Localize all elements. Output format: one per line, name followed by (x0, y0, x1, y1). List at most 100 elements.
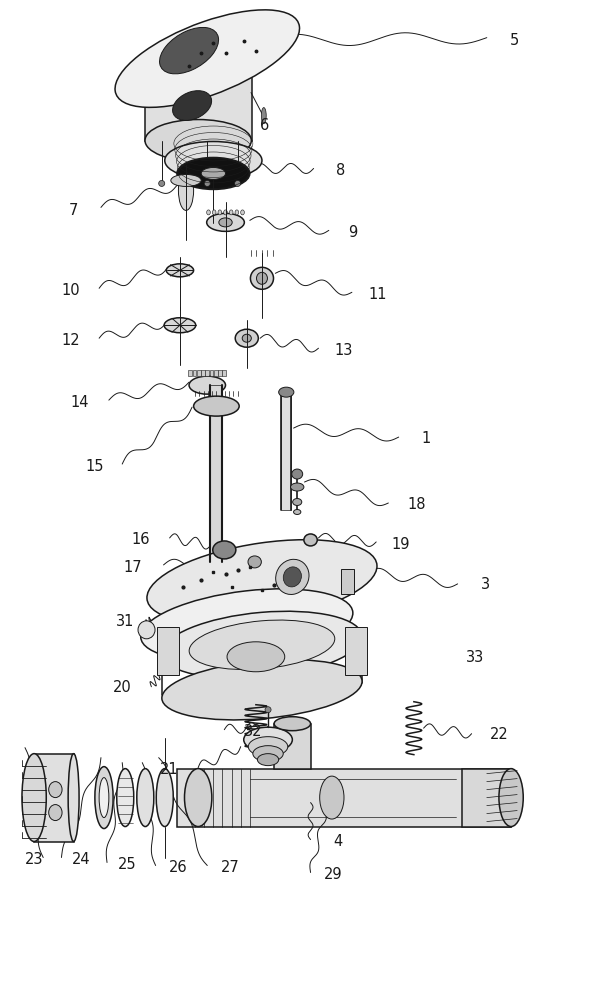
Text: 16: 16 (131, 532, 150, 547)
Ellipse shape (244, 727, 292, 752)
Ellipse shape (141, 589, 353, 661)
Ellipse shape (49, 805, 62, 821)
Ellipse shape (206, 210, 210, 215)
Text: 8: 8 (336, 163, 345, 178)
Ellipse shape (115, 10, 300, 107)
Text: 32: 32 (244, 724, 262, 739)
Ellipse shape (283, 567, 301, 587)
Text: 5: 5 (510, 33, 519, 48)
Ellipse shape (230, 210, 233, 215)
Ellipse shape (178, 170, 194, 210)
Text: 18: 18 (407, 497, 426, 512)
Text: 1: 1 (421, 431, 431, 446)
Ellipse shape (241, 210, 244, 215)
Text: 33: 33 (465, 650, 484, 665)
Ellipse shape (279, 387, 294, 397)
Text: 3: 3 (481, 577, 490, 592)
Ellipse shape (248, 556, 261, 568)
Text: 22: 22 (490, 727, 509, 742)
Ellipse shape (137, 769, 154, 827)
Bar (209, 370, 213, 376)
Text: 31: 31 (116, 614, 135, 629)
Ellipse shape (204, 180, 210, 186)
Text: 14: 14 (71, 395, 89, 410)
Text: 11: 11 (368, 287, 387, 302)
Ellipse shape (294, 509, 301, 514)
Ellipse shape (194, 396, 239, 416)
Text: 12: 12 (62, 333, 80, 348)
Ellipse shape (265, 707, 271, 713)
Bar (188, 370, 192, 376)
Ellipse shape (49, 782, 62, 798)
Ellipse shape (164, 318, 195, 333)
Ellipse shape (219, 218, 232, 227)
Bar (34, 754, 74, 842)
Ellipse shape (147, 540, 377, 624)
Bar (157, 627, 178, 675)
Bar (197, 370, 200, 376)
Ellipse shape (162, 611, 362, 678)
Ellipse shape (189, 620, 335, 670)
Ellipse shape (253, 746, 283, 762)
Ellipse shape (206, 213, 244, 231)
Bar (462, 769, 511, 827)
Bar (201, 370, 205, 376)
Text: 29: 29 (325, 867, 343, 882)
Ellipse shape (256, 272, 267, 284)
Bar (205, 370, 209, 376)
Text: 25: 25 (118, 857, 136, 872)
Text: 23: 23 (25, 852, 43, 867)
Text: 15: 15 (86, 459, 104, 474)
Ellipse shape (235, 329, 258, 347)
Ellipse shape (138, 621, 155, 639)
Ellipse shape (248, 737, 288, 757)
Ellipse shape (159, 180, 165, 186)
Bar (192, 370, 196, 376)
Bar (341, 569, 354, 594)
Ellipse shape (99, 778, 109, 818)
Ellipse shape (276, 559, 309, 594)
Ellipse shape (258, 754, 279, 766)
Ellipse shape (201, 167, 225, 179)
Text: 27: 27 (221, 860, 240, 875)
Text: 21: 21 (160, 762, 179, 777)
Ellipse shape (166, 264, 194, 277)
Ellipse shape (274, 717, 311, 731)
Text: 20: 20 (113, 680, 132, 695)
Ellipse shape (213, 541, 236, 559)
Ellipse shape (242, 334, 252, 342)
Text: 17: 17 (124, 560, 143, 575)
Ellipse shape (261, 108, 266, 124)
Ellipse shape (235, 210, 239, 215)
Bar (274, 724, 311, 769)
Ellipse shape (95, 767, 113, 829)
Text: 19: 19 (391, 537, 410, 552)
Text: 10: 10 (62, 283, 80, 298)
Text: 24: 24 (72, 852, 91, 867)
Ellipse shape (165, 141, 262, 179)
Bar (214, 370, 217, 376)
Bar (345, 627, 367, 675)
Ellipse shape (499, 769, 523, 827)
Ellipse shape (189, 376, 225, 394)
Bar (281, 392, 291, 510)
Ellipse shape (234, 180, 241, 186)
Bar (222, 370, 226, 376)
Ellipse shape (227, 642, 285, 672)
Ellipse shape (145, 120, 252, 161)
Ellipse shape (185, 769, 212, 827)
Text: 4: 4 (333, 834, 342, 849)
Ellipse shape (292, 469, 303, 479)
Text: 7: 7 (69, 203, 79, 218)
Ellipse shape (171, 174, 201, 186)
Ellipse shape (22, 754, 46, 842)
Text: 6: 6 (261, 118, 270, 133)
Ellipse shape (157, 769, 173, 827)
Ellipse shape (177, 157, 250, 189)
Ellipse shape (218, 210, 222, 215)
Ellipse shape (290, 483, 304, 491)
Ellipse shape (145, 55, 252, 97)
Ellipse shape (224, 210, 227, 215)
Ellipse shape (117, 769, 134, 827)
Ellipse shape (293, 499, 302, 505)
